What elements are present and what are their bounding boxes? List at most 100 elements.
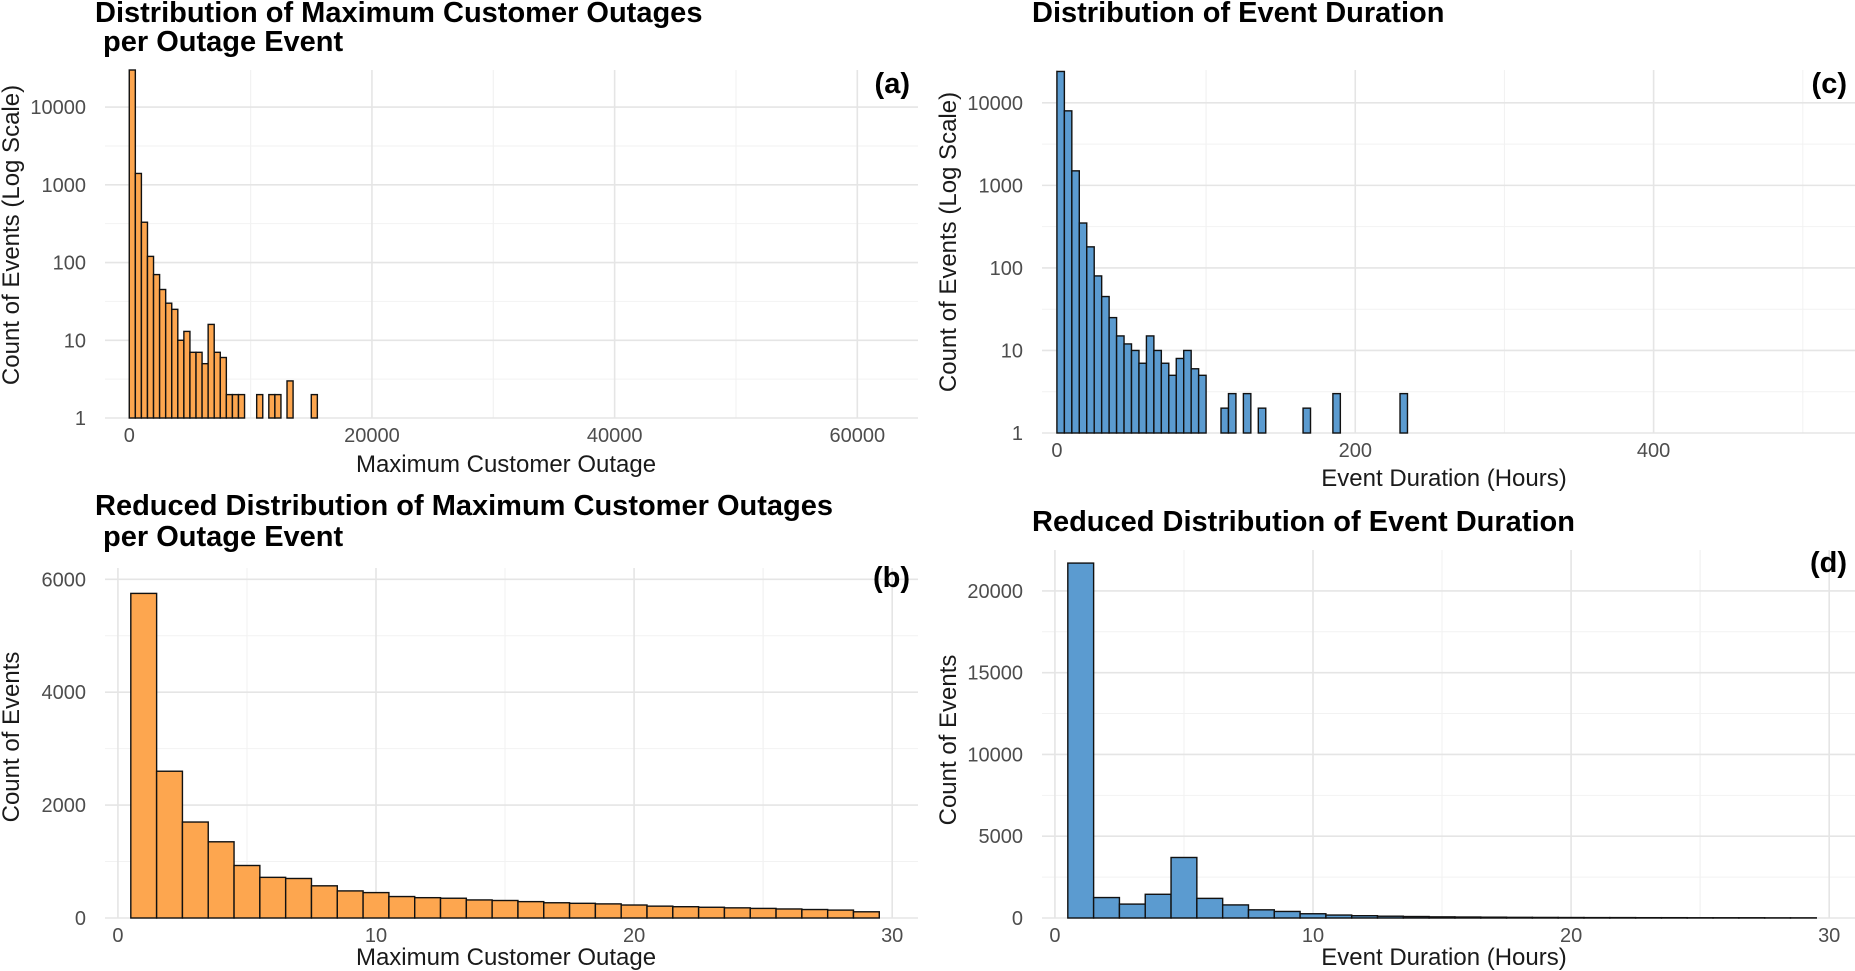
panel-b-bar bbox=[284, 877, 313, 919]
panel-c-bar bbox=[1302, 407, 1312, 434]
panel-a-bar bbox=[140, 221, 149, 419]
panel-b-bar bbox=[723, 907, 751, 919]
panel-b-bar bbox=[465, 899, 493, 919]
panel-a-bar bbox=[134, 172, 143, 419]
panel-c-bar bbox=[1197, 374, 1207, 434]
panel-d-bar bbox=[1299, 913, 1327, 919]
panel-b-bar bbox=[388, 895, 416, 919]
panel-d-bar bbox=[1067, 562, 1095, 919]
panel-d-bar bbox=[1221, 904, 1250, 919]
panel-d-y-tick-label: 0 bbox=[1012, 908, 1023, 930]
panel-a-bar bbox=[213, 351, 221, 419]
panel-c-bar bbox=[1115, 335, 1125, 434]
panel-c-bar bbox=[1093, 275, 1103, 434]
panel-a-title: Distribution of Maximum Customer Outages bbox=[95, 0, 702, 29]
panel-a-x-tick-label: 40000 bbox=[587, 425, 643, 447]
panel-d-y-tick-label: 5000 bbox=[979, 826, 1024, 848]
panel-b-bar bbox=[568, 902, 597, 919]
panel-a-bar bbox=[219, 356, 228, 419]
panel-d-bar bbox=[1273, 910, 1301, 919]
panel-b-bar bbox=[362, 891, 390, 919]
panel-c-y-tick-label: 1 bbox=[1012, 423, 1023, 445]
panel-c-tag: (c) bbox=[1812, 68, 1847, 100]
panel-a-bar bbox=[146, 255, 155, 419]
panel-b-bar bbox=[491, 899, 519, 919]
panel-a-bar bbox=[274, 393, 282, 419]
panel-b-bar bbox=[310, 885, 338, 919]
panel-b-bar bbox=[646, 905, 674, 919]
panel-d-bar bbox=[1480, 916, 1508, 919]
panel-d-y-axis-label: Count of Events bbox=[935, 655, 962, 826]
panel-d-title: Reduced Distribution of Event Duration bbox=[1032, 506, 1575, 538]
panel-b-bar bbox=[207, 841, 235, 919]
panel-d-x-tick-label: 30 bbox=[1818, 925, 1840, 947]
panel-b-y-tick-label: 2000 bbox=[42, 795, 87, 817]
panel-b-y-tick-label: 0 bbox=[75, 908, 86, 930]
panel-b-bar bbox=[181, 821, 209, 919]
panel-b-bar bbox=[439, 897, 468, 919]
panel-d-x-tick-label: 20 bbox=[1560, 925, 1582, 947]
panel-b-bar bbox=[620, 904, 648, 919]
panel-b-y-axis-label: Count of Events bbox=[0, 652, 25, 823]
panel-a-bar bbox=[231, 393, 240, 419]
panel-c-y-tick-label: 1000 bbox=[979, 175, 1024, 197]
panel-b-bar bbox=[259, 876, 287, 919]
panel-b-bar bbox=[414, 896, 442, 919]
panel-d-bar bbox=[1505, 916, 1534, 919]
panel-d-y-tick-label: 20000 bbox=[967, 581, 1023, 603]
panel-a-bar bbox=[164, 302, 173, 419]
panel-b-title-line2: per Outage Event bbox=[95, 521, 344, 553]
panel-a-bar bbox=[177, 339, 185, 419]
panel-a-bar bbox=[158, 288, 167, 419]
panel-b-x-tick-label: 30 bbox=[881, 925, 903, 947]
panel-c-bar bbox=[1130, 349, 1140, 434]
panel-c-bar bbox=[1138, 362, 1148, 434]
panel-d-x-tick-label: 0 bbox=[1049, 925, 1060, 947]
panel-c-bar bbox=[1108, 316, 1118, 434]
panel-c-y-tick-label: 10000 bbox=[967, 93, 1023, 115]
panel-b-tag: (b) bbox=[873, 562, 910, 594]
panel-a-y-tick-label: 100 bbox=[53, 253, 86, 275]
panel-b-bar bbox=[594, 903, 622, 919]
panel-c-bar bbox=[1123, 343, 1133, 434]
panel-c-bar bbox=[1227, 392, 1237, 434]
panel-c-bar bbox=[1056, 70, 1066, 434]
panel-a-title-line2: per Outage Event bbox=[95, 26, 344, 58]
panel-d-bar bbox=[1325, 914, 1353, 919]
panel-a-y-tick-label: 1 bbox=[75, 408, 86, 430]
panel-b-bar bbox=[233, 864, 261, 919]
panel-a-bar bbox=[189, 351, 197, 419]
panel-c-bar bbox=[1071, 170, 1080, 434]
panel-c-bar bbox=[1100, 295, 1110, 434]
panel-b-x-tick-label: 20 bbox=[623, 925, 645, 947]
panel-c-bar bbox=[1063, 110, 1073, 434]
panel-c-bar bbox=[1160, 362, 1170, 434]
panel-a-bar bbox=[237, 393, 246, 419]
panel-b-x-axis-label: Maximum Customer Outage bbox=[356, 944, 656, 971]
panel-c-bar bbox=[1220, 407, 1230, 434]
panel-d-x-tick-label: 10 bbox=[1302, 925, 1324, 947]
panel-c-bar bbox=[1168, 374, 1177, 434]
panel-c-y-tick-label: 100 bbox=[990, 258, 1023, 280]
panel-d-bar bbox=[1428, 916, 1456, 919]
panel-a-bar bbox=[195, 351, 203, 419]
panel-c-bar bbox=[1145, 335, 1155, 434]
panel-b: Reduced Distribution of Maximum Customer… bbox=[0, 490, 918, 971]
panel-b-x-tick-label: 10 bbox=[365, 925, 387, 947]
panel-c-bar bbox=[1078, 222, 1088, 434]
panel-b-bar bbox=[155, 770, 184, 919]
panel-b-y-tick-label: 4000 bbox=[42, 682, 87, 704]
panel-d-bar bbox=[1454, 916, 1482, 919]
panel-b-y-tick-label: 6000 bbox=[42, 569, 87, 591]
panel-c-x-tick-label: 0 bbox=[1051, 440, 1062, 462]
panel-b-bar bbox=[672, 906, 700, 919]
panel-b-x-tick-label: 0 bbox=[112, 925, 123, 947]
panel-d-bar bbox=[1376, 915, 1405, 919]
panel-c-bar bbox=[1399, 392, 1409, 434]
panel-c-title: Distribution of Event Duration bbox=[1032, 0, 1444, 29]
panel-a-plot: 0 20000 40000 60000 1 10 100 1000 10000 bbox=[30, 69, 918, 447]
panel-c-y-tick-label: 10 bbox=[1001, 340, 1023, 362]
panel-a-x-axis-label: Maximum Customer Outage bbox=[356, 451, 656, 478]
panel-a-bar bbox=[310, 393, 319, 419]
